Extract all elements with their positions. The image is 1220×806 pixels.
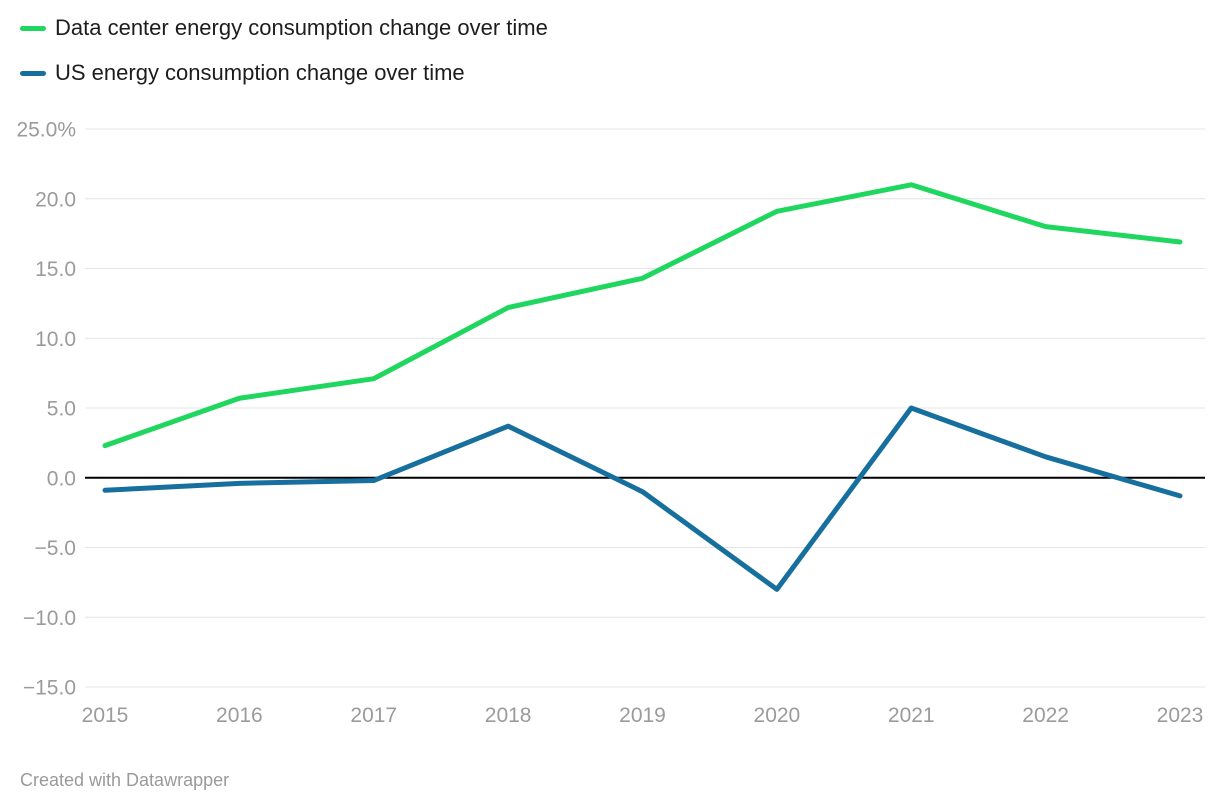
x-axis-tick-label: 2017: [350, 704, 397, 727]
legend-label-us: US energy consumption change over time: [55, 60, 465, 85]
y-axis-tick-label: 25.0%: [16, 119, 76, 142]
x-axis-tick-label: 2022: [1022, 704, 1069, 727]
x-axis-tick-label: 2015: [82, 704, 129, 727]
y-axis-tick-label: 20.0: [35, 188, 76, 211]
legend-label-data-center: Data center energy consumption change ov…: [55, 15, 548, 40]
datawrapper-credit: Created with Datawrapper: [20, 770, 230, 790]
x-axis-tick-label: 2023: [1157, 704, 1204, 727]
series-line-us-energy-consumption-change-over-time: [102, 405, 1183, 592]
x-axis-tick-label: 2016: [216, 704, 263, 727]
legend-item-data-center: Data center energy consumption change ov…: [20, 16, 548, 40]
y-axis-tick-label: 15.0: [35, 258, 76, 281]
y-axis-tick-label: 0.0: [47, 467, 76, 490]
x-axis-tick-label: 2021: [888, 704, 935, 727]
x-axis-tick-label: 2019: [619, 704, 666, 727]
x-axis-tick-label: 2020: [754, 704, 801, 727]
legend-swatch-data-center: [20, 25, 46, 31]
chart-legend: Data center energy consumption change ov…: [20, 16, 548, 106]
y-axis-tick-label: −15.0: [23, 677, 76, 700]
y-axis-tick-label: −10.0: [23, 607, 76, 630]
y-axis-tick-label: 5.0: [47, 398, 76, 421]
legend-swatch-us: [20, 70, 46, 76]
y-axis-tick-label: −5.0: [35, 537, 76, 560]
legend-item-us: US energy consumption change over time: [20, 61, 548, 85]
series-line-data-center-energy-consumption-change-over-time: [102, 182, 1183, 449]
y-axis-tick-label: 10.0: [35, 328, 76, 351]
x-axis-tick-label: 2018: [485, 704, 532, 727]
